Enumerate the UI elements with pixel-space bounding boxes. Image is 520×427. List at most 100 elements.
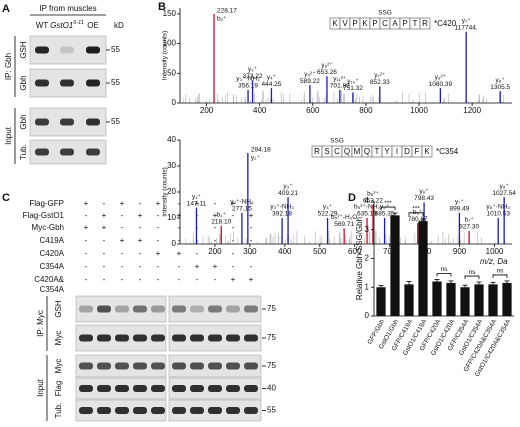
residue: Y	[384, 147, 390, 156]
modification-label: SSG	[330, 138, 344, 145]
lane-name: OE	[87, 21, 99, 30]
row-label: Myc	[54, 359, 63, 374]
peak-mz: 522.29	[318, 211, 338, 218]
blot-band	[133, 407, 147, 414]
residue: A	[392, 19, 398, 28]
blot-band	[86, 148, 100, 156]
marker-label: 55	[267, 406, 276, 415]
row-label: Myc	[54, 331, 63, 346]
residue: P	[372, 19, 377, 28]
bar	[446, 282, 456, 316]
blot-band	[115, 305, 129, 313]
peak-mz: 751.32	[343, 85, 363, 92]
peak-ion: y₄⁺	[267, 74, 277, 81]
peak-mz: 1027.54	[492, 190, 516, 197]
panel-label: C	[2, 192, 10, 204]
significance-bracket	[380, 206, 396, 211]
y-axis-label: Intensity (counts)	[162, 167, 169, 217]
condition-sign: +	[102, 223, 107, 232]
condition-sign: -	[214, 236, 217, 245]
blot-band	[133, 385, 147, 392]
peak-ion: y₈⁺	[495, 77, 505, 84]
y-tick-label: 0	[172, 239, 177, 248]
condition-sign: -	[121, 249, 124, 258]
y-tick-label: 1	[365, 282, 370, 291]
blot-band	[115, 385, 129, 392]
x-tick-label: 300	[243, 247, 257, 256]
significance-label: ***	[412, 206, 420, 213]
y-axis-label: Relative Gbh-SSG/Gbh	[355, 217, 364, 300]
condition-sign: +	[138, 211, 143, 220]
condition-sign: -	[196, 275, 199, 284]
peak-ion: y₆⁺	[419, 188, 429, 195]
blot-band	[35, 46, 49, 54]
condition-sign: -	[196, 249, 199, 258]
residue: V	[342, 19, 348, 28]
residue-box	[419, 17, 431, 30]
blot-band	[151, 407, 165, 414]
peak-ion: b₅²⁺-NH₃	[354, 204, 380, 211]
condition-sign: +	[231, 275, 236, 284]
peak-mz: 798.43	[414, 195, 434, 202]
y-tick-label: 0	[365, 311, 370, 320]
error-bar	[420, 218, 426, 222]
blot-band	[97, 362, 111, 370]
condition-sign: +	[177, 249, 182, 258]
blot-band	[190, 305, 204, 313]
condition-sign: +	[156, 249, 161, 258]
blot-band	[226, 334, 240, 342]
blot-band	[244, 385, 258, 392]
condition-sign: -	[103, 275, 106, 284]
condition-sign: -	[214, 275, 217, 284]
condition-sign: -	[157, 223, 160, 232]
significance-label: ns	[441, 266, 449, 273]
condition-sign: -	[139, 199, 142, 208]
residue: K	[362, 19, 368, 28]
peak-mz: 356.19	[238, 83, 258, 90]
condition-sign: -	[178, 199, 181, 208]
blot-band	[151, 385, 165, 392]
blot-band	[172, 407, 186, 414]
condition-sign: -	[103, 236, 106, 245]
blot-band	[97, 407, 111, 414]
panel-label: A	[2, 3, 10, 15]
y-axis-label: Intensity (counts)	[162, 31, 169, 81]
panel-label: D	[348, 192, 356, 204]
blot-band	[208, 305, 222, 313]
panel-label: B	[158, 1, 166, 13]
peak-ion: y₃⁺-NH₃	[236, 76, 260, 83]
peak-ion: b₅²⁺-H₂O	[331, 214, 357, 221]
residue: S	[324, 147, 329, 156]
significance-bracket	[492, 274, 508, 278]
condition-sign: +	[138, 236, 143, 245]
group-label: IP: Gbh	[4, 53, 13, 80]
condition-sign: +	[213, 262, 218, 271]
blot	[75, 295, 167, 323]
peak-ion: y₇⁺	[455, 199, 464, 206]
condition-sign: -	[85, 262, 88, 271]
blot-band	[86, 79, 100, 87]
blot-band	[86, 118, 100, 126]
significance-bracket	[464, 275, 480, 280]
peak-ion: y₃⁺	[248, 66, 258, 73]
row-label: GSH	[19, 41, 28, 59]
blot-band	[172, 362, 186, 370]
condition-sign: -	[232, 211, 235, 220]
condition-sign: +	[249, 211, 254, 220]
marker-label: 55	[111, 45, 120, 54]
peak-mz: 277.15	[232, 206, 252, 213]
peak-mz: 409.21	[278, 190, 298, 197]
condition-sign: +	[84, 223, 89, 232]
residue: I	[396, 147, 398, 156]
row-label: GSH	[54, 300, 63, 318]
blot-band	[133, 305, 147, 313]
peak-mz: 899.49	[449, 206, 469, 213]
peak-ion: y₁₁²⁺	[333, 76, 347, 83]
peak-mz: 147.11	[187, 200, 207, 207]
blot-band	[79, 334, 93, 342]
peak-mz: 685.35	[375, 211, 395, 218]
peak-ion: b₆⁺	[413, 209, 423, 216]
condition-label: Flag-GFP	[29, 199, 64, 208]
significance-label: ***	[384, 200, 392, 207]
